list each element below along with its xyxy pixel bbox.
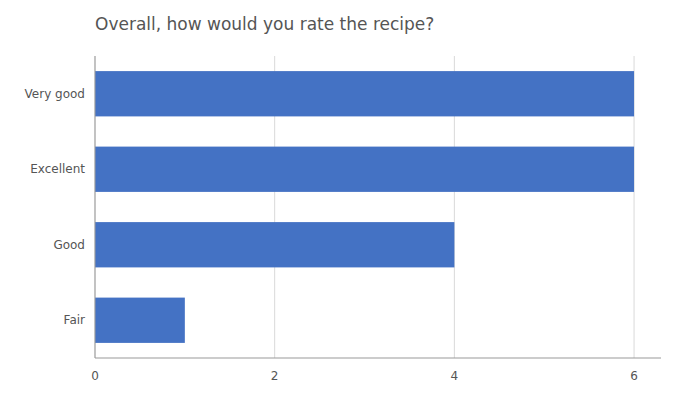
tick-label: 4 [451,369,459,383]
bar [95,147,634,192]
bar [95,71,634,116]
category-axis-line [95,56,96,358]
category-label: Excellent [30,162,85,176]
chart-svg: Overall, how would you rate the recipe? 0… [0,0,685,400]
bar [95,298,185,343]
category-label: Very good [25,87,85,101]
bar [95,222,454,267]
bars [95,71,634,343]
grid-line [95,56,96,358]
category-label: Fair [64,313,85,327]
value-axis-line [95,358,661,359]
tick-label: 0 [91,369,99,383]
chart-container: Overall, how would you rate the recipe? 0… [0,0,685,400]
category-label: Good [53,238,85,252]
chart-title: Overall, how would you rate the recipe? [95,14,434,34]
tick-label: 2 [271,369,279,383]
grid [95,56,634,358]
tick-label: 6 [630,369,638,383]
